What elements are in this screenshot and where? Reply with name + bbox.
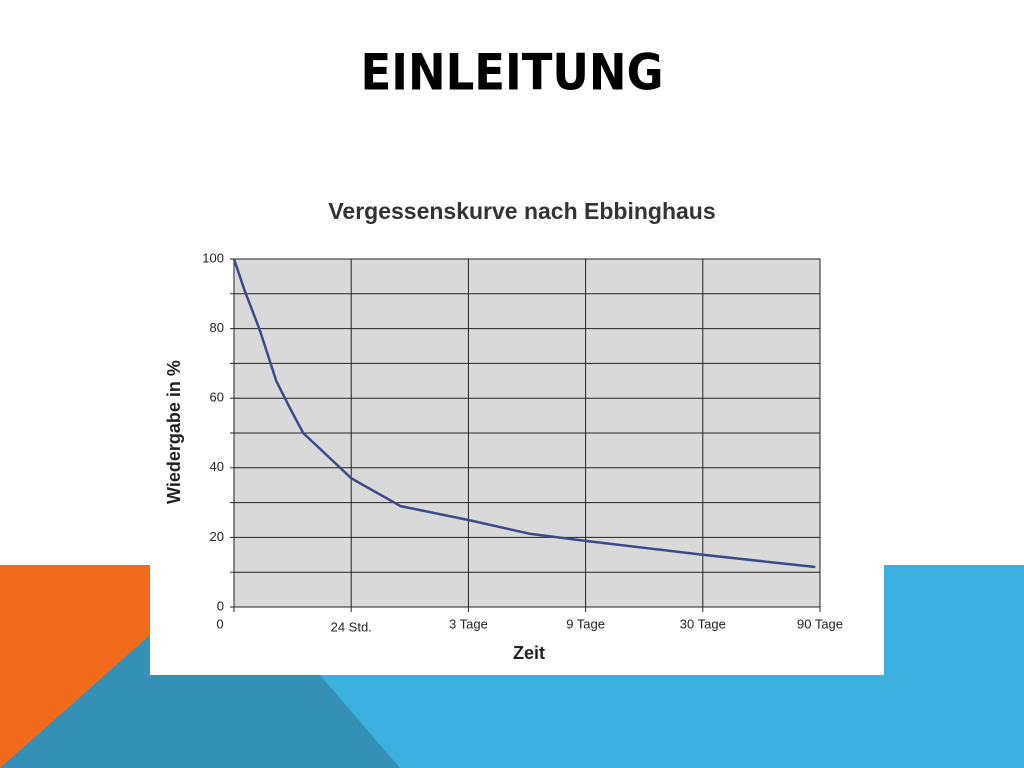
decoration [0,635,400,768]
y-tick-label: 80 [210,320,224,335]
y-tick-label: 60 [210,390,224,405]
x-axis-title: Zeit [513,643,545,663]
x-tick-label: 90 Tage [797,616,843,631]
x-tick-label: 30 Tage [680,616,726,631]
data-line [232,258,816,569]
y-tick-label: 40 [210,459,224,474]
chart-title: Vergessenskurve nach Ebbinghaus [328,198,715,224]
x-tick-label: 9 Tage [566,616,605,631]
x-tick-label: 24 Std. [331,619,372,634]
y-tick-label: 20 [210,529,224,544]
y-tick-label: 0 [217,598,224,613]
x-tick-label: 0 [216,616,223,631]
y-axis-title: Wiedergabe in % [164,360,184,504]
y-tick-label: 100 [202,250,224,265]
slide-title: EINLEITUNG [360,44,663,102]
decoration [884,565,1024,768]
x-tick-label: 3 Tage [449,616,488,631]
